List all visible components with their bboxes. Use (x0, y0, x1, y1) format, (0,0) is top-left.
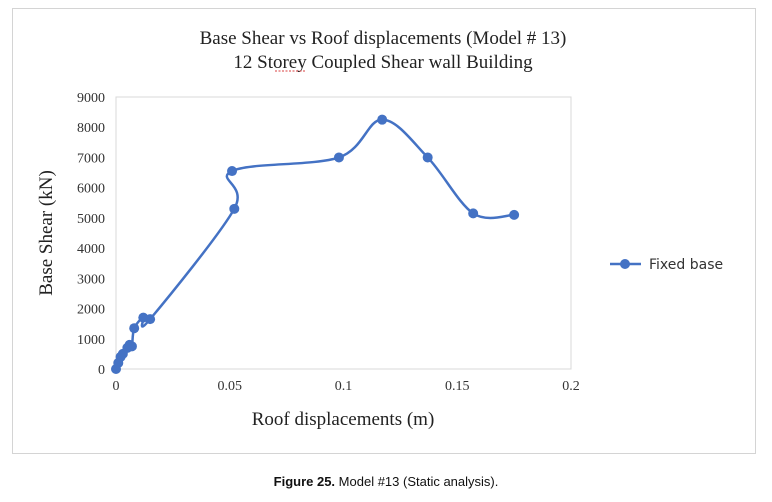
x-tick-label: 0.05 (218, 379, 243, 394)
chart-frame: Base Shear vs Roof displacements (Model … (12, 8, 756, 454)
y-tick-label: 1000 (77, 333, 105, 348)
y-tick-label: 2000 (77, 303, 105, 318)
legend: Fixed base (610, 257, 723, 273)
data-point (227, 166, 238, 177)
data-point (129, 323, 140, 334)
y-tick-label: 9000 (77, 91, 105, 106)
x-tick-label: 0.1 (335, 379, 353, 394)
data-point (468, 208, 479, 219)
x-axis: 0 0.05 0.1 0.15 0.2 (113, 379, 580, 394)
y-tick-label: 5000 (77, 212, 105, 227)
y-tick-label: 6000 (77, 182, 105, 197)
data-point (422, 152, 433, 163)
figure-caption: Figure 25. Model #13 (Static analysis). (0, 474, 772, 489)
series-line-fixed-base (114, 118, 515, 370)
x-axis-title: Roof displacements (m) (252, 409, 435, 430)
data-point (377, 114, 388, 125)
x-tick-label: 0.2 (562, 379, 580, 394)
data-point (333, 152, 344, 163)
legend-label: Fixed base (649, 257, 723, 273)
y-tick-label: 4000 (77, 242, 105, 257)
data-point (126, 341, 137, 352)
chart-title: Base Shear vs Roof displacements (Model … (200, 28, 567, 49)
plot-area (115, 96, 572, 370)
plot-border (115, 96, 572, 370)
y-axis: 0 1000 2000 3000 4000 5000 6000 7000 8000 9000 (77, 91, 105, 378)
chart-svg: Base Shear vs Roof displacements (Model … (36, 28, 723, 430)
data-point (229, 203, 240, 214)
caption-label: Figure 25. (273, 474, 336, 489)
y-tick-label: 8000 (77, 121, 105, 136)
data-point (145, 314, 156, 325)
caption-text: Model #13 (Static analysis). (335, 474, 499, 489)
y-tick-label: 7000 (77, 151, 105, 166)
x-tick-label: 0 (113, 379, 120, 394)
chart-subtitle: 12 Storey Coupled Shear wall Building (233, 52, 533, 73)
y-axis-title: Base Shear (kN) (36, 170, 57, 296)
y-tick-label: 0 (98, 363, 105, 378)
data-point (509, 209, 520, 220)
legend-marker (620, 259, 630, 269)
series-layer (111, 114, 520, 374)
y-tick-label: 3000 (77, 272, 105, 287)
x-tick-label: 0.15 (445, 379, 470, 394)
